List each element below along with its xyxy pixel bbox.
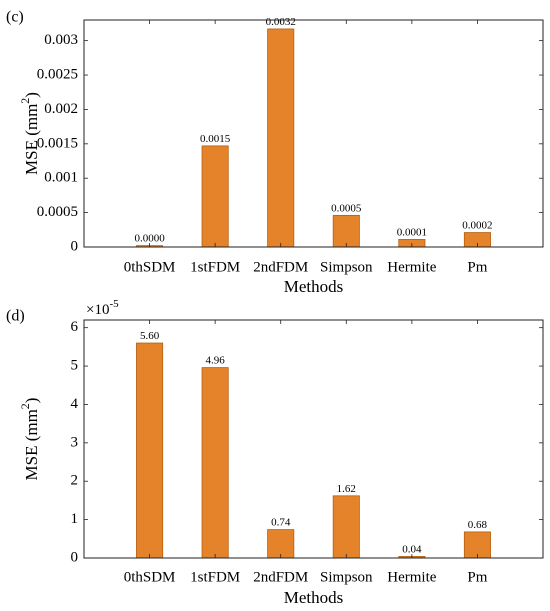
data-label: 5.60 — [140, 330, 160, 342]
y-tick-label: 0 — [71, 238, 79, 254]
axes-box — [83, 19, 544, 248]
y-tick-label: 0.0005 — [37, 204, 78, 220]
x-tick-label: 2ndFDM — [253, 259, 308, 275]
data-label: 0.0001 — [397, 226, 427, 238]
y-tick-label: 6 — [71, 319, 79, 335]
y-tick-label: 1 — [71, 511, 79, 527]
y-axis-title: MSE (mm2) — [18, 398, 41, 481]
y-tick-label: 0 — [71, 549, 79, 565]
x-tick-label: 1stFDM — [190, 569, 240, 585]
bar-simpson — [332, 495, 360, 559]
bar-2ndfdm — [267, 28, 295, 248]
bar-1stfdm — [201, 145, 229, 248]
bar-1stfdm — [201, 367, 229, 559]
x-tick-label: 2ndFDM — [253, 569, 308, 585]
chart-panel-1: (c)0.00000thSDM0.00151stFDM0.00322ndFDM0… — [6, 9, 544, 296]
y-tick-label: 0.0025 — [37, 66, 78, 82]
data-label: 0.0000 — [134, 233, 165, 245]
panel-label: (c) — [6, 9, 24, 26]
y-tick-label: 0.002 — [44, 101, 78, 117]
y-tick-label: 2 — [71, 473, 79, 489]
x-axis-title: Methods — [284, 277, 344, 296]
x-tick-label: Hermite — [387, 259, 436, 275]
bar-simpson — [332, 214, 360, 248]
y-tick-label: 0.001 — [44, 170, 78, 186]
axes-box — [83, 319, 544, 559]
data-label: 4.96 — [206, 355, 226, 367]
panel-label: (d) — [6, 308, 25, 325]
x-tick-label: Pm — [467, 569, 487, 585]
x-tick-label: Simpson — [320, 569, 373, 585]
y-tick-label: 5 — [71, 358, 79, 374]
y-tick-label: 4 — [71, 396, 79, 412]
data-label: 0.0002 — [462, 220, 492, 232]
data-label: 0.0015 — [200, 133, 231, 145]
x-tick-label: 1stFDM — [190, 259, 240, 275]
x-tick-label: 0thSDM — [124, 569, 176, 585]
bar-pm — [463, 531, 491, 559]
y-tick-label: 3 — [71, 434, 79, 450]
x-tick-label: Simpson — [320, 259, 373, 275]
x-axis-title: Methods — [284, 588, 344, 607]
x-tick-label: 0thSDM — [124, 259, 176, 275]
y-tick-label: 0.0015 — [37, 135, 78, 151]
chart-panel-2: (d) 5.60 0thSDM 4.96 1stFDM 0.74 2ndFDM 1.62 Sim… — [6, 298, 544, 607]
bar-0thsdm — [136, 342, 164, 559]
data-label: 0.68 — [468, 519, 488, 531]
y-exponent: ×10-5 — [86, 298, 119, 318]
x-tick-label: Hermite — [387, 569, 436, 585]
y-tick-label: 0.003 — [44, 32, 78, 48]
x-tick-label: Pm — [467, 259, 487, 275]
bar-2ndfdm — [267, 529, 295, 559]
data-label: 0.74 — [271, 517, 291, 529]
data-label: 1.62 — [337, 483, 356, 495]
data-label: 0.04 — [402, 543, 422, 555]
data-label: 0.0005 — [331, 202, 362, 214]
y-axis-title: MSE (mm2) — [18, 92, 41, 175]
